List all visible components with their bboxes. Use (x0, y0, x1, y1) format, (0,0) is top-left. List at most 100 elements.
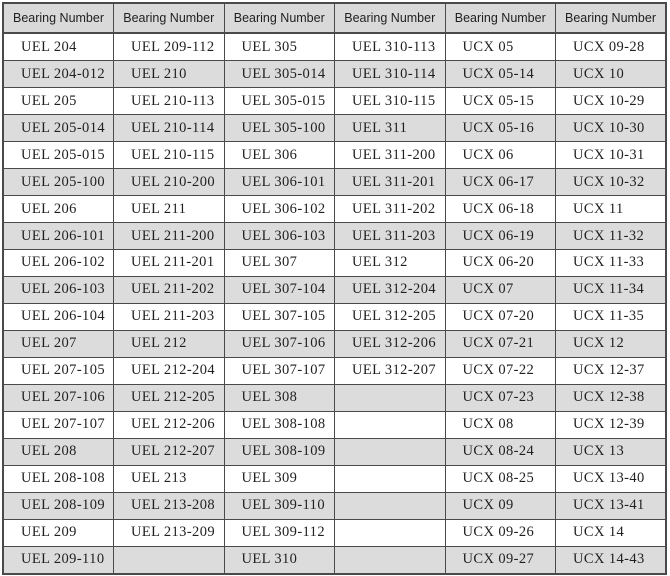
table-cell: UEL 207-105 (2, 356, 114, 385)
table-header: Bearing Number Bearing Number Bearing Numb… (2, 2, 667, 34)
table-cell: UCX 10-30 (555, 114, 667, 143)
table-cell: UEL 311-203 (334, 222, 446, 250)
table-row: UEL 205-014 UEL 210-114 UEL 305-100 UEL 311… (2, 114, 667, 143)
table-cell: UEL 205-100 (2, 168, 114, 197)
table-cell: UEL 312-204 (334, 275, 446, 304)
table-cell: UCX 11 (555, 195, 667, 224)
table-cell: UEL 212-205 (113, 383, 225, 412)
table-cell: UEL 212-206 (113, 410, 225, 439)
table-cell: UEL 312-207 (334, 356, 446, 385)
table-cell (113, 545, 225, 575)
table-row: UEL 206-102 UEL 211-201 UEL 307 UEL 312 UCX … (2, 249, 667, 277)
table-cell: UEL 310-114 (334, 60, 446, 89)
table-cell: UCX 12-39 (555, 410, 667, 439)
table-cell (334, 410, 446, 439)
table-cell: UEL 207-106 (2, 383, 114, 412)
table-row: UEL 208 UEL 212-207 UEL 308-109 UCX 08-24 UC… (2, 437, 667, 466)
table-cell: UCX 06-19 (444, 222, 556, 250)
table-cell: UCX 11-34 (555, 275, 667, 304)
table-cell: UCX 06 (444, 141, 556, 170)
table-body: UEL 204 UEL 209-112 UEL 305 UEL 310-113 UCX … (2, 32, 667, 575)
table-cell: UCX 09 (444, 491, 556, 520)
table-cell: UCX 10-32 (555, 168, 667, 197)
table-cell: UCX 13-41 (555, 491, 667, 520)
table-cell: UEL 307 (223, 249, 335, 277)
table-cell: UEL 210-113 (113, 87, 225, 116)
table-cell: UEL 212 (113, 329, 225, 358)
table-cell: UEL 211-202 (113, 275, 225, 304)
table-cell: UEL 309-112 (223, 518, 335, 547)
table-cell: UEL 306-102 (223, 195, 335, 224)
table-cell: UEL 305-100 (223, 114, 335, 143)
table-row: UEL 206-103 UEL 211-202 UEL 307-104 UEL 312… (2, 275, 667, 304)
table-cell: UCX 12 (555, 329, 667, 358)
table-cell (334, 437, 446, 466)
table-cell: UEL 204 (2, 32, 114, 62)
table-cell: UCX 13-40 (555, 464, 667, 493)
table-cell: UCX 08-25 (444, 464, 556, 493)
table-row: UEL 209 UEL 213-209 UEL 309-112 UCX 09-26 UC… (2, 518, 667, 547)
table-cell: UEL 206-104 (2, 302, 114, 331)
table-cell: UEL 205-014 (2, 114, 114, 143)
table-cell: UEL 311-202 (334, 195, 446, 224)
table-cell: UEL 209-112 (113, 32, 225, 62)
table-cell: UEL 210-200 (113, 168, 225, 197)
table-cell: UCX 06-18 (444, 195, 556, 224)
table-cell: UEL 307-105 (223, 302, 335, 331)
column-header: Bearing Number (223, 2, 335, 34)
table-cell: UEL 211-200 (113, 222, 225, 250)
table-row: UEL 204 UEL 209-112 UEL 305 UEL 310-113 UCX … (2, 32, 667, 62)
column-header: Bearing Number (2, 2, 114, 34)
table-cell: UEL 310-113 (334, 32, 446, 62)
table-cell: UCX 05-14 (444, 60, 556, 89)
table-cell: UEL 309-110 (223, 491, 335, 520)
table-cell: UEL 207-107 (2, 410, 114, 439)
table-cell: UEL 206 (2, 195, 114, 224)
column-header: Bearing Number (555, 2, 667, 34)
table-row: UEL 206-104 UEL 211-203 UEL 307-105 UEL 312… (2, 302, 667, 331)
table-cell: UEL 308 (223, 383, 335, 412)
table-cell (334, 383, 446, 412)
table-cell: UEL 307-106 (223, 329, 335, 358)
table-cell: UCX 08-24 (444, 437, 556, 466)
header-row: Bearing Number Bearing Number Bearing Numb… (2, 2, 667, 34)
column-header: Bearing Number (113, 2, 225, 34)
table-cell (334, 518, 446, 547)
column-header: Bearing Number (334, 2, 446, 34)
table-cell (334, 491, 446, 520)
table-cell: UCX 07-23 (444, 383, 556, 412)
table-cell: UCX 05-16 (444, 114, 556, 143)
table-cell: UEL 305-015 (223, 87, 335, 116)
table-cell: UEL 208-109 (2, 491, 114, 520)
table-cell: UCX 09-27 (444, 545, 556, 575)
table-cell: UEL 306-101 (223, 168, 335, 197)
table-cell: UEL 307-104 (223, 275, 335, 304)
table-cell: UEL 210-114 (113, 114, 225, 143)
table-row: UEL 205-015 UEL 210-115 UEL 306 UEL 311-200… (2, 141, 667, 170)
table-cell: UCX 05 (444, 32, 556, 62)
table-cell: UCX 12-37 (555, 356, 667, 385)
table-cell: UEL 210-115 (113, 141, 225, 170)
table-cell: UEL 308-109 (223, 437, 335, 466)
table-cell: UEL 211 (113, 195, 225, 224)
table-row: UEL 207 UEL 212 UEL 307-106 UEL 312-206 UCX … (2, 329, 667, 358)
table-cell: UEL 311-201 (334, 168, 446, 197)
table-cell: UEL 209 (2, 518, 114, 547)
table-cell: UEL 204-012 (2, 60, 114, 89)
table-cell: UEL 312 (334, 249, 446, 277)
table-row: UEL 204-012 UEL 210 UEL 305-014 UEL 310-114… (2, 60, 667, 89)
table-cell: UCX 11-35 (555, 302, 667, 331)
table-row: UEL 208-109 UEL 213-208 UEL 309-110 UCX 09 U… (2, 491, 667, 520)
table-cell: UEL 310-115 (334, 87, 446, 116)
table-cell: UCX 06-17 (444, 168, 556, 197)
table-cell: UCX 14 (555, 518, 667, 547)
table-cell: UEL 311-200 (334, 141, 446, 170)
table-cell: UCX 08 (444, 410, 556, 439)
table-cell: UEL 311 (334, 114, 446, 143)
table-cell: UCX 10-29 (555, 87, 667, 116)
column-header: Bearing Number (444, 2, 556, 34)
table-cell: UEL 209-110 (2, 545, 114, 575)
table-cell: UEL 308-108 (223, 410, 335, 439)
table-cell: UEL 205-015 (2, 141, 114, 170)
